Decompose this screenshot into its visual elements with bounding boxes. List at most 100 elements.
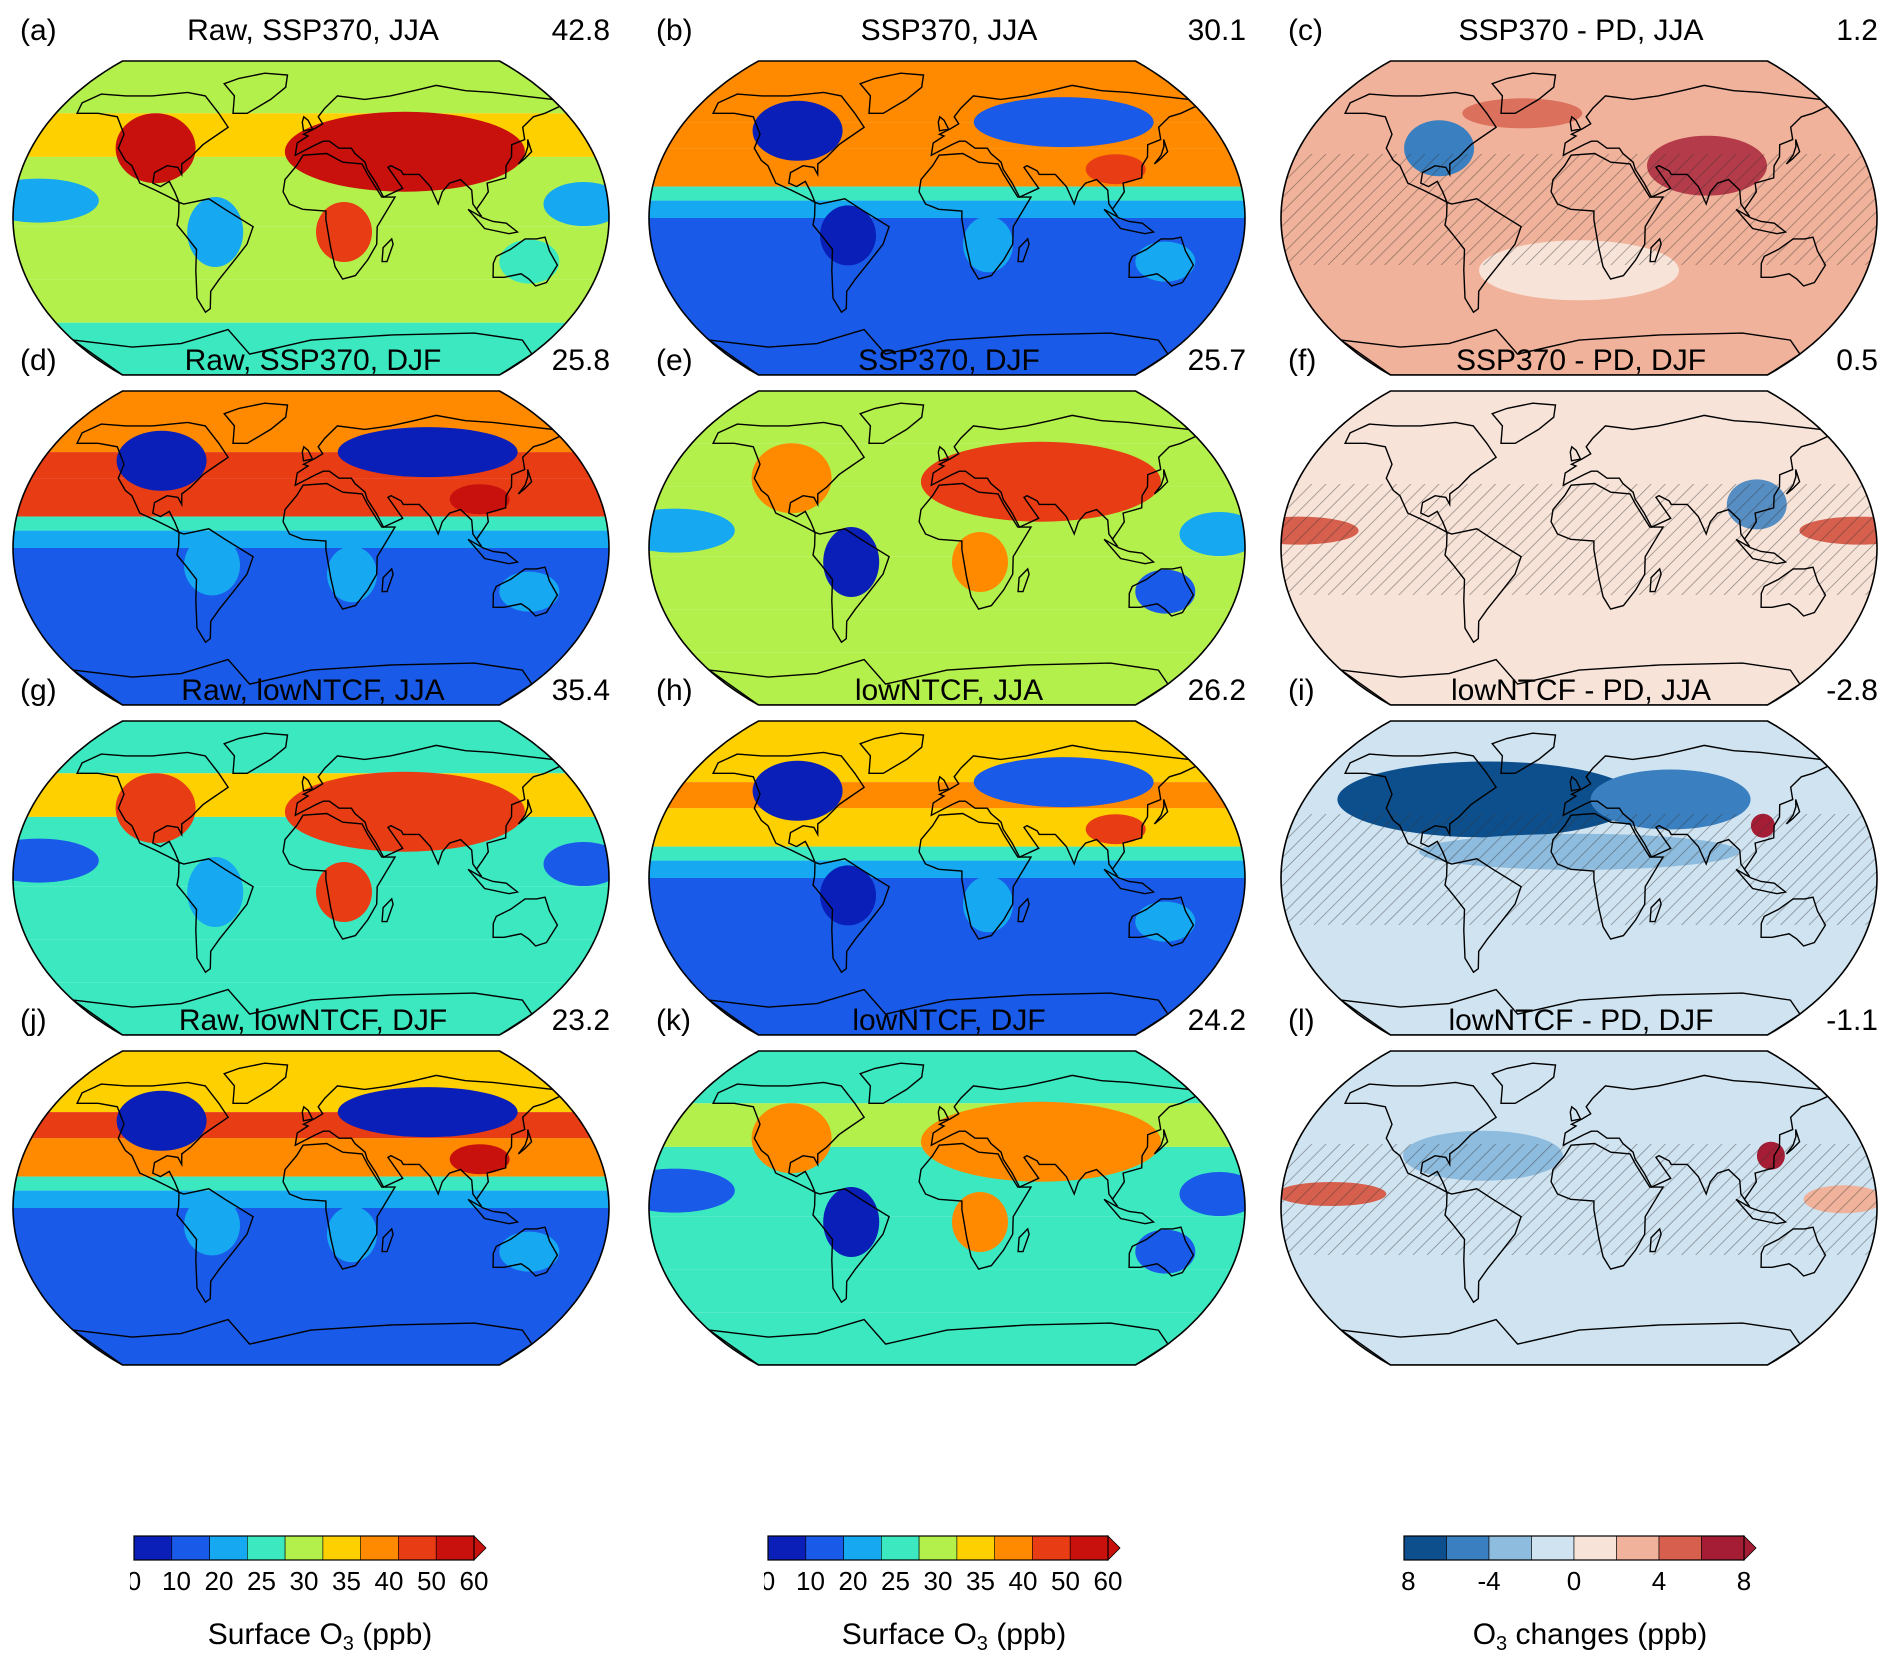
coastline-madagascar [1017, 567, 1030, 593]
coastline-eurasia [1562, 414, 1829, 547]
colorbar-tick-label: 35 [332, 1566, 361, 1596]
colorbar-title: O3 changes (ppb) [1472, 1618, 1708, 1655]
coastline-eurasia [294, 1074, 561, 1207]
coastline-australia [1760, 236, 1827, 287]
coastline-indonesia [1103, 208, 1156, 235]
coastline-australia [1128, 236, 1195, 287]
colorbar-tick-label: 60 [1094, 1566, 1123, 1596]
map-panel-b: (b) SSP370, JJA 30.1 [644, 10, 1254, 380]
map-plot [1280, 60, 1878, 376]
colorbar-3: -8 -4 0 4 8 O3 changes (ppb) [1400, 1532, 1780, 1662]
panel-title: lowNTCF - PD, JJA [1450, 674, 1711, 707]
coastline-australia [492, 1226, 559, 1277]
colorbar-segment [133, 1535, 173, 1561]
coastline-uk [301, 115, 314, 132]
coastline-samerica [176, 858, 254, 974]
coastline-namerica [1343, 751, 1498, 864]
coastline-japan [1785, 799, 1801, 825]
colorbar-segment [805, 1535, 844, 1561]
map-plot [1280, 720, 1878, 1036]
coastline-japan [517, 139, 533, 165]
coastline-greenland [1491, 1062, 1557, 1104]
panel-label: (d) [20, 344, 57, 377]
coastline-madagascar [1017, 897, 1030, 923]
map-border [12, 1050, 610, 1366]
colorbar-segment [209, 1535, 248, 1561]
colorbar-segment [956, 1535, 995, 1561]
colorbar-segment [1069, 1535, 1109, 1561]
colorbar-2: 0 10 20 25 30 35 40 50 60 Surface O3 (ppb) [764, 1532, 1144, 1662]
coastline-antarctica [1340, 658, 1801, 705]
coastline-antarctica [708, 658, 1169, 705]
colorbar-segment [247, 1535, 286, 1561]
coastline-greenland [859, 72, 925, 114]
colorbar-segment [994, 1535, 1033, 1561]
colorbar-tick-label: 40 [1009, 1566, 1038, 1596]
colorbar-tick-label: 0 [764, 1566, 775, 1596]
colorbar-tick-label: -4 [1477, 1566, 1500, 1596]
coastline-greenland [223, 72, 289, 114]
coastline-eurasia [930, 1074, 1197, 1207]
coastline-madagascar [381, 237, 394, 263]
colorbar-tick-label: 60 [460, 1566, 489, 1596]
panel-header: (k) lowNTCF, DJF 24.2 [644, 1000, 1254, 1040]
coastline-australia [1128, 566, 1195, 617]
map-panel-f: (f) SSP370 - PD, DJF 0.5 [1276, 340, 1886, 710]
coastline-madagascar [1017, 237, 1030, 263]
field-layer [649, 61, 1245, 375]
colorbar-tick-label: 25 [881, 1566, 910, 1596]
coastline-indonesia [1735, 208, 1788, 235]
coastline-africa [918, 812, 1033, 940]
coastline-madagascar [381, 897, 394, 923]
coastline-namerica [1343, 91, 1498, 204]
colorbar-segment [1488, 1535, 1532, 1561]
coastline-eurasia [930, 84, 1197, 217]
map-panel-d: (d) Raw, SSP370, DJF 25.8 [8, 340, 618, 710]
coastline-madagascar [1649, 567, 1662, 593]
coastline-greenland [859, 402, 925, 444]
field-layer [13, 721, 609, 1035]
coastline-samerica [1444, 198, 1522, 314]
coastline-namerica [711, 1081, 866, 1194]
colorbar-tick-label: 4 [1652, 1566, 1666, 1596]
map-panel-j: (j) Raw, lowNTCF, DJF 23.2 [8, 1000, 618, 1370]
map-border [1280, 1050, 1878, 1366]
map-plot [1280, 390, 1878, 706]
coastline-samerica [1444, 528, 1522, 644]
map-panel-k: (k) lowNTCF, DJF 24.2 [644, 1000, 1254, 1370]
coastline-africa [282, 152, 397, 280]
coastline-greenland [223, 732, 289, 774]
coastline-antarctica [72, 328, 533, 375]
colorbar-tick-label: 20 [205, 1566, 234, 1596]
coastline-madagascar [1649, 897, 1662, 923]
colorbar-tick-label: 8 [1737, 1566, 1751, 1596]
coastline-uk [301, 775, 314, 792]
panel-header: (d) Raw, SSP370, DJF 25.8 [8, 340, 618, 380]
coastline-japan [1153, 139, 1169, 165]
colorbar-segment [1701, 1535, 1745, 1561]
colorbar-tick-label: -8 [1400, 1566, 1416, 1596]
field-layer [13, 1051, 609, 1365]
colorbar-extend-max [1743, 1535, 1757, 1561]
panel-label: (l) [1288, 1004, 1315, 1037]
panel-title: SSP370 - PD, DJF [1455, 344, 1707, 377]
map-panel-l: (l) lowNTCF - PD, DJF -1.1 [1276, 1000, 1886, 1370]
colorbar-segment [1403, 1535, 1447, 1561]
colorbar-segment [435, 1535, 475, 1561]
coastline-indonesia [1735, 1198, 1788, 1225]
panel-global-mean: 26.2 [1187, 674, 1246, 707]
panel-label: (a) [20, 14, 57, 47]
colorbar-tick-label: 0 [1567, 1566, 1581, 1596]
colorbar-segment [881, 1535, 920, 1561]
coastline-madagascar [1649, 237, 1662, 263]
coastline-eurasia [1562, 1074, 1829, 1207]
panel-title: SSP370 - PD, JJA [1458, 14, 1704, 47]
coastline-australia [1760, 1226, 1827, 1277]
coastline-antarctica [1340, 1318, 1801, 1365]
coastline-uk [1569, 775, 1582, 792]
coastline-madagascar [1017, 1227, 1030, 1253]
coastline-indonesia [467, 538, 520, 565]
colorbar-tick-label: 50 [1051, 1566, 1080, 1596]
coastline-madagascar [1649, 1227, 1662, 1253]
coastline-africa [282, 482, 397, 610]
